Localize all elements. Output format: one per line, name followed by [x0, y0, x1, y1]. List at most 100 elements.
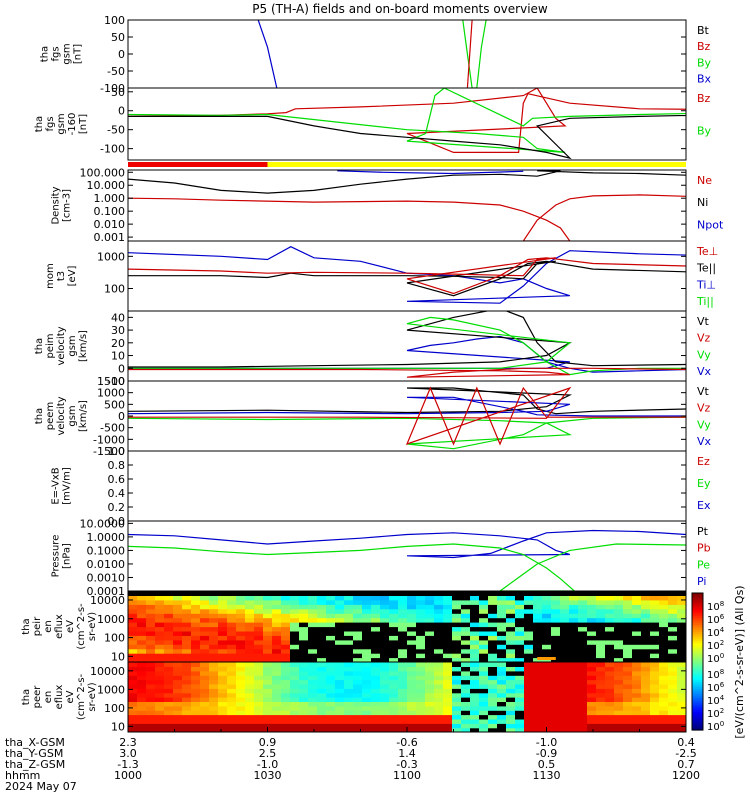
heatmap-cell: [677, 679, 686, 685]
heatmap-cell: [569, 710, 579, 716]
heatmap-cell: [623, 626, 633, 632]
heatmap-cell: [164, 727, 174, 732]
heatmap-cell: [299, 626, 309, 632]
heatmap-cell: [191, 599, 201, 605]
heatmap-cell: [407, 644, 417, 650]
heatmap-cell: [290, 697, 300, 702]
heatmap-cell: [236, 635, 246, 641]
heatmap-cell: [407, 679, 417, 685]
heatmap-cell: [578, 604, 588, 610]
heatmap-cell: [353, 630, 363, 636]
heatmap-cell: [479, 595, 489, 601]
heatmap-cell: [425, 604, 435, 610]
heatmap-cell: [263, 657, 273, 662]
heatmap-cell: [155, 705, 165, 711]
heatmap-cell: [200, 723, 210, 729]
heatmap-cell: [506, 723, 516, 729]
heatmap-cell: [308, 595, 318, 601]
heatmap-cell: [281, 697, 291, 702]
heatmap-cell: [551, 635, 561, 641]
heatmap-cell: [182, 670, 192, 676]
heatmap-cell: [398, 675, 408, 681]
heatmap-cell: [434, 630, 444, 636]
heatmap-cell: [443, 723, 453, 729]
heatmap-cell: [434, 705, 444, 711]
heatmap-cell: [353, 714, 363, 720]
heatmap-cell: [218, 666, 228, 672]
heatmap-cell: [578, 644, 588, 650]
heatmap-cell: [155, 714, 165, 720]
heatmap-cell: [668, 653, 678, 659]
y-tick-label: 1000: [97, 250, 125, 263]
heatmap-cell: [470, 688, 480, 694]
heatmap-cell: [623, 670, 633, 676]
heatmap-cell: [281, 718, 291, 724]
heatmap-cell: [335, 705, 345, 711]
heatmap-cell: [533, 718, 543, 724]
heatmap-cell: [227, 670, 237, 676]
heatmap-cell: [272, 653, 282, 659]
heatmap-cell: [515, 595, 525, 601]
heatmap-cell: [335, 591, 345, 596]
heatmap-cell: [623, 599, 633, 605]
heatmap-cell: [272, 644, 282, 650]
heatmap-cell: [200, 718, 210, 724]
heatmap-cell: [614, 670, 624, 676]
legend-entry: Pb: [697, 542, 711, 555]
heatmap-cell: [443, 630, 453, 636]
heatmap-cell: [335, 626, 345, 632]
heatmap-cell: [659, 662, 669, 667]
heatmap-cell: [371, 705, 381, 711]
heatmap-cell: [641, 608, 651, 614]
heatmap-cell: [182, 604, 192, 610]
heatmap-cell: [353, 604, 363, 610]
heatmap-cell: [182, 608, 192, 614]
heatmap-cell: [137, 705, 147, 711]
heatmap-cell: [218, 617, 228, 623]
heatmap-cell: [380, 657, 390, 662]
heatmap-cell: [164, 635, 174, 641]
heatmap-cell: [335, 639, 345, 645]
heatmap-cell: [470, 604, 480, 610]
heatmap-cell: [641, 701, 651, 707]
series-line-Vt: [128, 311, 686, 368]
heatmap-cell: [407, 675, 417, 681]
heatmap-cell: [218, 608, 228, 614]
heatmap-cell: [578, 653, 588, 659]
heatmap-cell: [344, 622, 354, 628]
heatmap-cell: [407, 653, 417, 659]
heatmap-cell: [524, 697, 534, 702]
heatmap-cell: [542, 710, 552, 716]
heatmap-cell: [155, 683, 165, 689]
heatmap-cell: [434, 688, 444, 694]
heatmap-cell: [506, 679, 516, 685]
colorbar-step: [692, 723, 703, 726]
heatmap-cell: [650, 622, 660, 628]
heatmap-cell: [542, 639, 552, 645]
heatmap-cell: [614, 595, 624, 601]
heatmap-cell: [218, 710, 228, 716]
heatmap-cell: [209, 626, 219, 632]
legend-entry: By: [697, 56, 712, 69]
heatmap-cell: [236, 662, 246, 667]
heatmap-cell: [281, 670, 291, 676]
heatmap-cell: [128, 617, 138, 623]
heatmap-cell: [677, 697, 686, 702]
heatmap-cell: [380, 604, 390, 610]
heatmap-cell: [677, 630, 686, 636]
heatmap-cell: [569, 701, 579, 707]
heatmap-cell: [191, 670, 201, 676]
heatmap-cell: [173, 688, 183, 694]
heatmap-cell: [245, 683, 255, 689]
heatmap-cell: [263, 613, 273, 619]
heatmap-cell: [461, 688, 471, 694]
heatmap-cell: [317, 714, 327, 720]
heatmap-cell: [326, 723, 336, 729]
heatmap-cell: [308, 701, 318, 707]
legend-entry: Vx: [697, 365, 712, 378]
heatmap-cell: [515, 644, 525, 650]
heatmap-cell: [443, 670, 453, 676]
heatmap-cell: [641, 613, 651, 619]
heatmap-cell: [344, 599, 354, 605]
heatmap-cell: [308, 718, 318, 724]
